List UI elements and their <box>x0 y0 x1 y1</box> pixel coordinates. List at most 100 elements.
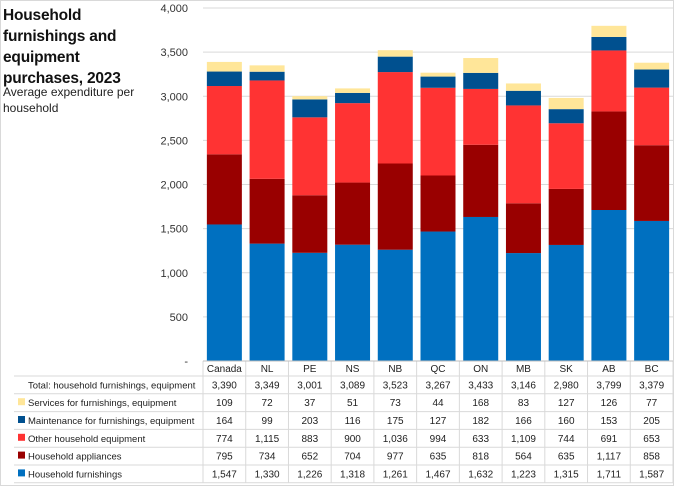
table-cell-value: 977 <box>387 452 404 463</box>
table-cell-value: 1,711 <box>597 469 622 480</box>
legend-swatch <box>18 451 25 459</box>
y-tick-label: 3,000 <box>160 91 188 103</box>
bar-mb-household-furnishings <box>505 253 541 361</box>
table-cell-value: 126 <box>601 398 618 409</box>
category-label: AB <box>602 364 616 375</box>
table-cell-value: 704 <box>344 452 361 463</box>
bar-nl-household-appliances <box>249 178 285 244</box>
bar-on-household-furnishings <box>463 216 499 361</box>
bar-mb-maintenance-for-furnishings-equipment <box>505 90 541 106</box>
bar-canada-services-for-furnishings-equipment <box>206 61 242 72</box>
table-cell-value: 164 <box>216 416 233 427</box>
table-cell-value: 994 <box>430 434 447 445</box>
table-cell-value: 1,261 <box>383 469 408 480</box>
table-cell-value: 564 <box>515 452 532 463</box>
table-cell-value: 205 <box>643 416 660 427</box>
category-label: BC <box>645 364 659 375</box>
table-cell-value: 1,632 <box>468 469 493 480</box>
category-label: SK <box>560 364 574 375</box>
table-cell-value: 652 <box>301 452 318 463</box>
legend-swatch <box>18 398 25 406</box>
bar-ns-household-furnishings <box>335 244 371 361</box>
chart-subtitle: Average expenditure per household <box>3 85 135 115</box>
table-cell-value: 77 <box>646 398 658 409</box>
bar-pe-other-household-equipment <box>292 117 328 196</box>
legend-swatch <box>18 416 25 423</box>
table-cell-value: 83 <box>518 398 530 409</box>
table-cell-value: 1,115 <box>255 434 280 445</box>
bar-sk-services-for-furnishings-equipment <box>548 97 584 110</box>
table-cell-value: 166 <box>515 416 532 427</box>
table-cell-value: 3,267 <box>425 380 450 391</box>
table-cell-value: 3,433 <box>468 380 493 391</box>
legend-label: Household appliances <box>28 452 122 463</box>
table-cell-value: 1,467 <box>425 469 450 480</box>
y-axis-ticks: - 500 1,000 1,500 2,000 2,500 3,000 3,500 4,000 <box>160 3 188 368</box>
table-cell-value: 175 <box>387 416 404 427</box>
bar-nb-household-appliances <box>377 163 413 250</box>
category-label: NL <box>261 364 274 375</box>
bar-nl-maintenance-for-furnishings-equipment <box>249 71 285 81</box>
table-cell-value: 1,587 <box>639 469 664 480</box>
bar-bc-other-household-equipment <box>634 87 670 146</box>
table-cell-value: 1,223 <box>511 469 536 480</box>
table-cell-value: 3,523 <box>383 380 408 391</box>
table-cell-value: 99 <box>262 416 274 427</box>
bar-ns-household-appliances <box>335 182 371 245</box>
bar-nl-services-for-furnishings-equipment <box>249 65 285 72</box>
table-cell-value: 635 <box>430 452 447 463</box>
category-label: NB <box>388 364 402 375</box>
bar-sk-household-furnishings <box>548 244 584 361</box>
table-cell-value: 72 <box>262 398 274 409</box>
bar-bc-household-furnishings <box>634 220 670 361</box>
table-cell-value: 1,547 <box>212 469 237 480</box>
bar-canada-other-household-equipment <box>206 86 242 155</box>
table-cell-value: 1,036 <box>383 434 408 445</box>
bar-bc-maintenance-for-furnishings-equipment <box>634 69 670 88</box>
legend-swatch <box>18 469 25 477</box>
bar-sk-other-household-equipment <box>548 123 584 189</box>
table-cell-value: 44 <box>432 398 444 409</box>
bar-canada-maintenance-for-furnishings-equipment <box>206 71 242 87</box>
bar-ns-other-household-equipment <box>335 103 371 183</box>
bars <box>206 25 670 361</box>
bar-qc-household-furnishings <box>420 231 456 361</box>
table-cell-value: 203 <box>301 416 318 427</box>
category-label: MB <box>516 364 531 375</box>
bar-nl-household-furnishings <box>249 243 285 361</box>
table-cell-value: 734 <box>259 452 276 463</box>
table-cell-value: 633 <box>472 434 489 445</box>
table-cell-value: 127 <box>558 398 575 409</box>
bar-sk-household-appliances <box>548 188 584 245</box>
table-cell-value: 653 <box>643 434 660 445</box>
bar-qc-maintenance-for-furnishings-equipment <box>420 76 456 88</box>
bar-canada-household-appliances <box>206 154 242 225</box>
bar-on-other-household-equipment <box>463 88 499 145</box>
legend-swatch <box>18 433 25 441</box>
bar-bc-household-appliances <box>634 145 670 221</box>
table-cell-value: 1,330 <box>255 469 280 480</box>
bar-ns-maintenance-for-furnishings-equipment <box>335 92 371 104</box>
bar-on-household-appliances <box>463 144 499 217</box>
table-cell-value: 3,349 <box>255 380 280 391</box>
data-table: Canada NL PE NS NB QC ON MB SK AB BC Total: househo… <box>14 360 674 484</box>
table-cell-value: 116 <box>345 416 361 427</box>
bar-ab-other-household-equipment <box>591 50 627 112</box>
y-tick-label: 2,000 <box>160 180 188 192</box>
table-cell-value: 1,109 <box>511 434 536 445</box>
table-cell-value: 858 <box>643 452 660 463</box>
y-tick-label: 1,500 <box>160 224 188 236</box>
bar-ns-services-for-furnishings-equipment <box>335 88 371 93</box>
bar-pe-services-for-furnishings-equipment <box>292 96 328 100</box>
table-cell-value: 691 <box>601 434 618 445</box>
table-cell-value: 1,117 <box>597 452 622 463</box>
bar-nb-services-for-furnishings-equipment <box>377 50 413 57</box>
table-cell-value: 51 <box>347 398 359 409</box>
bar-ab-maintenance-for-furnishings-equipment <box>591 36 627 51</box>
table-cell-value: 795 <box>216 452 233 463</box>
legend-label: Services for furnishings, equipment <box>28 398 177 409</box>
bar-ab-services-for-furnishings-equipment <box>591 25 627 37</box>
table-cell-value: 73 <box>390 398 402 409</box>
bar-mb-services-for-furnishings-equipment <box>505 83 541 91</box>
table-cell-value: 744 <box>558 434 575 445</box>
